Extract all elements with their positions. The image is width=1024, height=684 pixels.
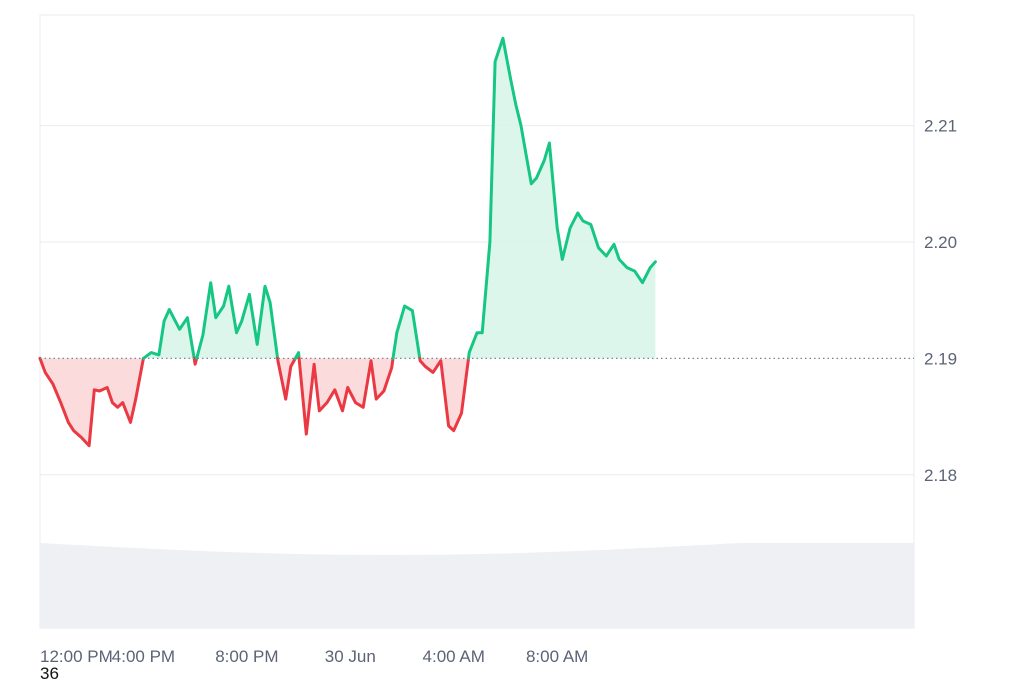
- price-line-up: [467, 36, 657, 360]
- area-fill-down: [277, 358, 296, 400]
- y-tick-label: 2.21: [924, 117, 957, 136]
- x-tick-label: 30 Jun: [325, 647, 376, 666]
- volume-area: [40, 543, 914, 628]
- price-line-layer: [38, 36, 657, 448]
- area-fill-up: [468, 38, 656, 359]
- corner-label: 36: [40, 664, 59, 683]
- x-tick-label: 4:00 PM: [112, 647, 175, 666]
- y-tick-label: 2.20: [924, 233, 957, 252]
- price-line-up: [391, 304, 422, 360]
- y-axis: 2.18 2.19 2.20 2.21: [924, 117, 957, 485]
- volume-layer: [40, 543, 914, 628]
- area-fill-up: [196, 282, 278, 359]
- x-axis: 12:00 PM 4:00 PM 8:00 PM 30 Jun 4:00 AM 8:00 …: [40, 647, 588, 666]
- x-tick-label: 12:00 PM: [40, 647, 113, 666]
- y-tick-label: 2.18: [924, 466, 957, 485]
- price-line-down: [192, 356, 199, 366]
- x-tick-label: 4:00 AM: [423, 647, 485, 666]
- price-line-up: [141, 308, 196, 360]
- price-line-down: [276, 356, 297, 401]
- y-tick-label: 2.19: [924, 349, 957, 368]
- price-line-down: [418, 356, 470, 433]
- price-line-up: [195, 281, 280, 360]
- price-line-up: [293, 351, 301, 360]
- x-tick-label: 8:00 AM: [526, 647, 588, 666]
- area-fill-down: [299, 358, 393, 435]
- x-tick-label: 8:00 PM: [215, 647, 278, 666]
- price-line-down: [38, 356, 145, 448]
- area-fill-down: [419, 358, 469, 431]
- price-line-down: [297, 356, 395, 436]
- area-fill-up: [143, 309, 195, 359]
